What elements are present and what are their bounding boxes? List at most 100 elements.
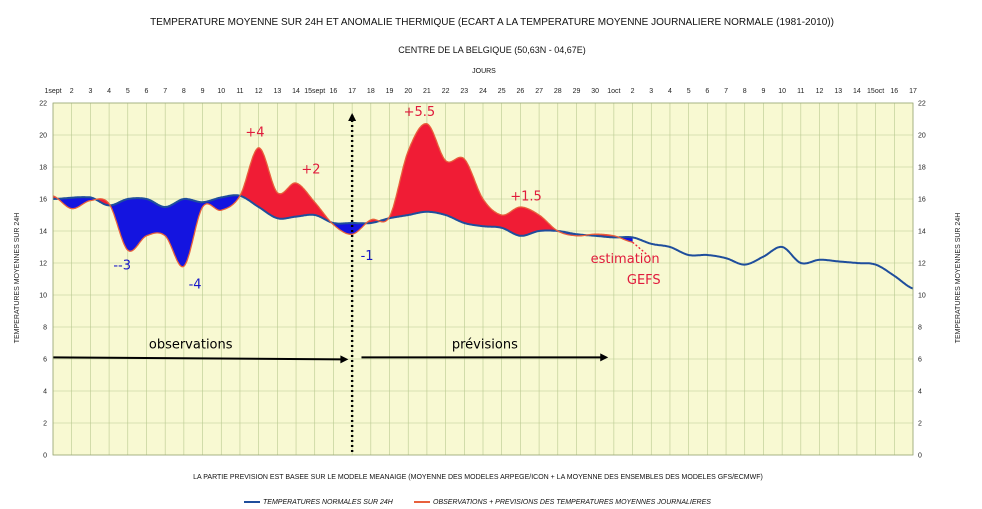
y-axis-label-left: TEMPERATURES MOYENNES SUR 24H [14,213,21,344]
x-tick-label: 20 [404,88,412,95]
x-tick-label: 2 [70,88,74,95]
x-tick-label: 25 [498,88,506,95]
anomaly-annotation: -4 [189,278,202,293]
x-tick-label: 17 [348,88,356,95]
anomaly-annotation: +5.5 [404,105,436,120]
chart-subtitle: CENTRE DE LA BELGIQUE (50,63N - 04,67E) [398,45,586,55]
separator-arrowhead [348,113,357,121]
x-tick-label: 9 [201,88,205,95]
x-tick-label: 27 [535,88,543,95]
anomaly-annotation: +4 [245,126,264,141]
y-tick-label-right: 16 [918,197,926,204]
y-tick-label-right: 2 [918,421,922,428]
x-tick-label: 6 [705,88,709,95]
x-axis-label: JOURS [472,68,496,75]
x-tick-label: 28 [554,88,562,95]
x-tick-label: 24 [479,88,487,95]
y-tick-label-left: 20 [39,133,47,140]
x-tick-label: 16 [890,88,898,95]
y-axis-label-right: TEMPERATURES MOYENNES SUR 24H [955,213,962,344]
x-tick-label: 17 [909,88,917,95]
anomaly-annotation: GEFS [627,273,661,288]
x-tick-label: 8 [743,88,747,95]
x-tick-label: 14 [853,88,861,95]
period-arrow-line [52,356,343,361]
x-tick-label: 5 [126,88,130,95]
legend: TEMPERATURES NORMALES SUR 24H OBSERVATIO… [244,499,711,506]
y-tick-label-left: 12 [39,261,47,268]
y-tick-label-right: 12 [918,261,926,268]
y-tick-label-right: 22 [918,101,926,108]
x-tick-label: 22 [442,88,450,95]
y-tick-label-left: 4 [43,389,47,396]
x-tick-label: 13 [273,88,281,95]
x-tick-label: 9 [761,88,765,95]
warm-anomaly-area [240,147,332,223]
legend-label-normal: TEMPERATURES NORMALES SUR 24H [263,499,394,506]
y-tick-label-left: 18 [39,165,47,172]
y-tick-label-right: 20 [918,133,926,140]
x-tick-label: 7 [163,88,167,95]
x-tick-label: 3 [88,88,92,95]
period-arrow-label: prévisions [452,337,518,352]
x-tick-label: 12 [255,88,263,95]
period-arrow-label: observations [149,337,233,352]
cold-anomaly-area [58,197,96,209]
anomaly-annotation: -1 [361,249,374,264]
y-tick-label-right: 4 [918,389,922,396]
warm-anomaly-area [388,123,558,236]
x-tick-label: 19 [386,88,394,95]
y-tick-label-left: 8 [43,325,47,332]
x-tick-label: 16 [330,88,338,95]
cold-anomaly-area [111,195,240,267]
y-tick-label-right: 6 [918,357,922,364]
x-tick-label: 1oct [607,88,620,95]
x-tick-label: 15oct [867,88,884,95]
x-tick-label: 10 [217,88,225,95]
y-tick-label-left: 10 [39,293,47,300]
series-observed-line [52,123,633,268]
period-arrow-head [600,353,609,362]
legend-label-observed: OBSERVATIONS + PREVISIONS DES TEMPERATUR… [433,499,711,506]
y-tick-label-left: 2 [43,421,47,428]
chart-title: TEMPERATURE MOYENNE SUR 24H ET ANOMALIE … [150,17,834,28]
x-tick-label: 18 [367,88,375,95]
x-tick-label: 11 [236,88,243,95]
x-tick-label: 30 [591,88,599,95]
footnote: LA PARTIE PREVISION EST BASEE SUR LE MOD… [193,474,763,481]
x-tick-label: 26 [516,88,524,95]
y-tick-label-right: 0 [918,453,922,460]
anomaly-annotation: estimation [591,252,660,267]
x-tick-label: 14 [292,88,300,95]
x-tick-label: 29 [573,88,581,95]
y-tick-label-right: 18 [918,165,926,172]
x-tick-label: 7 [724,88,728,95]
x-tick-label: 4 [107,88,111,95]
x-tick-label: 11 [797,88,804,95]
y-tick-label-left: 22 [39,101,47,108]
x-tick-label: 5 [687,88,691,95]
y-tick-label-right: 14 [918,229,926,236]
y-tick-label-right: 8 [918,325,922,332]
y-tick-label-left: 16 [39,197,47,204]
x-tick-label: 6 [145,88,149,95]
x-tick-label: 15sept [304,88,325,95]
x-tick-label: 13 [834,88,842,95]
x-tick-label: 3 [649,88,653,95]
period-arrow-head [340,355,349,364]
anomaly-annotation: +2 [301,162,320,177]
y-tick-label-left: 14 [39,229,47,236]
y-tick-label-left: 0 [43,453,47,460]
x-tick-label: 23 [460,88,468,95]
series-normal-line [53,194,914,290]
x-tick-label: 4 [668,88,672,95]
x-tick-label: 21 [423,88,431,95]
plot-border [52,102,914,456]
x-tick-label: 1sept [44,88,61,95]
x-tick-label: 12 [816,88,824,95]
x-tick-label: 2 [631,88,635,95]
x-tick-label: 10 [778,88,786,95]
y-tick-label-left: 6 [43,357,47,364]
